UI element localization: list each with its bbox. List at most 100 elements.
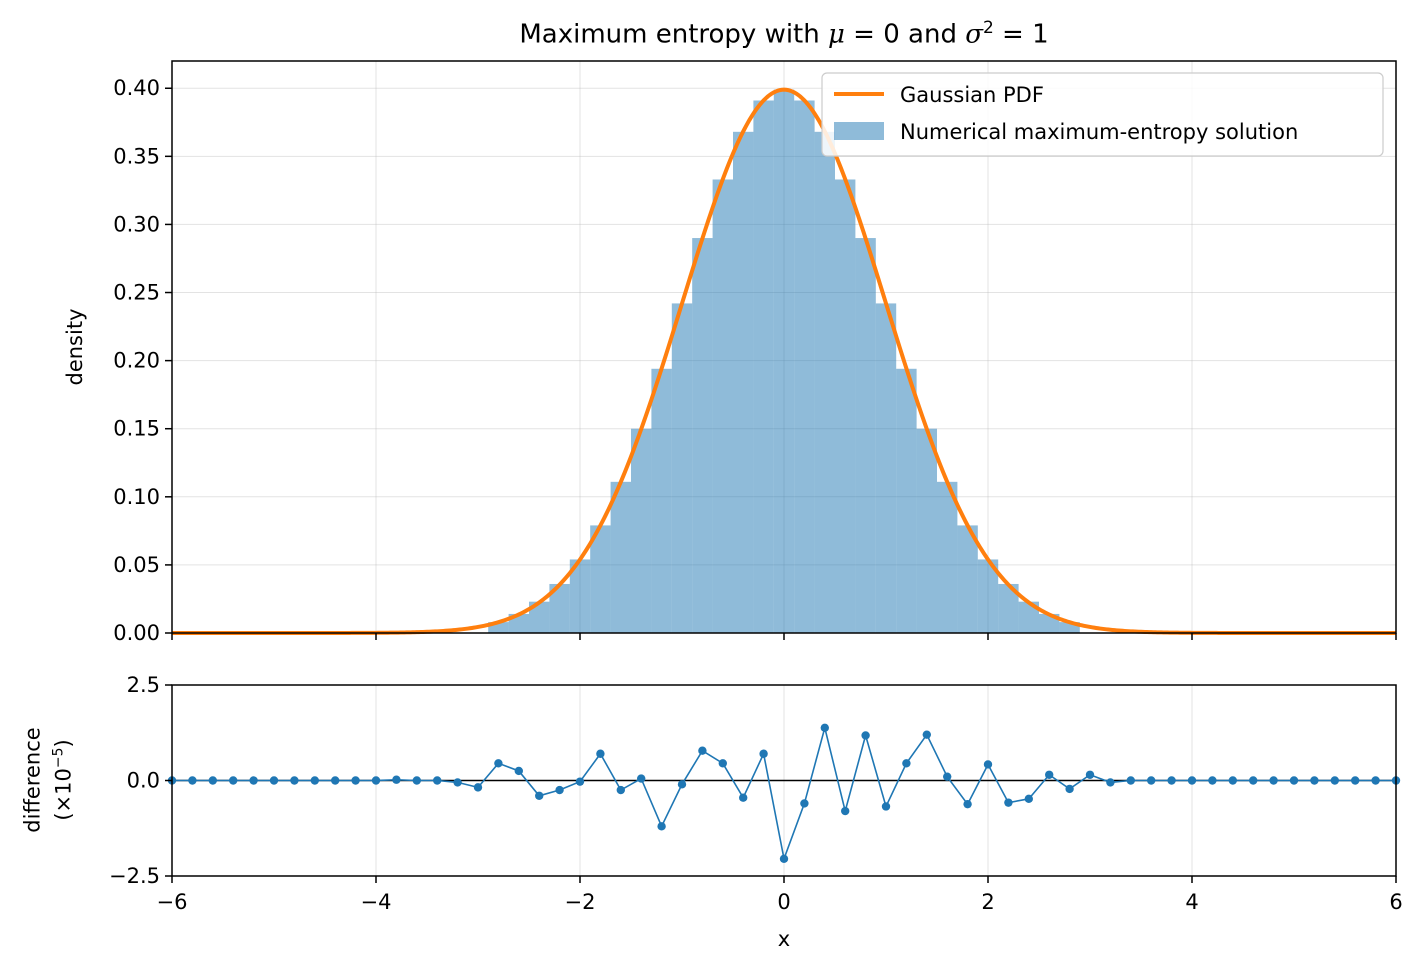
difference-point-39 — [963, 799, 972, 809]
difference-point-15 — [473, 783, 483, 792]
histogram-bar-15 — [794, 100, 815, 633]
difference-point-9 — [351, 776, 360, 785]
top-ytick-label-7: 0.35 — [113, 144, 160, 168]
difference-point-4 — [249, 776, 258, 785]
bottom-ytick-label-2: 2.5 — [127, 673, 160, 697]
top-ytick-label-0: 0.00 — [113, 621, 160, 645]
histogram-bar-0 — [488, 622, 509, 633]
difference-point-11 — [392, 775, 401, 784]
histogram-bar-6 — [610, 481, 631, 633]
difference-point-41 — [1004, 798, 1013, 807]
difference-point-6 — [290, 776, 299, 785]
difference-point-56 — [1310, 776, 1319, 785]
histogram-bar-5 — [590, 525, 611, 633]
bottom-xtick-label-4: 2 — [981, 890, 994, 914]
title-prefix: Maximum entropy with — [519, 19, 828, 50]
difference-point-7 — [310, 776, 319, 785]
histogram-bar-23 — [957, 525, 978, 633]
histogram-bar-12 — [733, 131, 754, 634]
difference-point-12 — [412, 776, 421, 785]
bottom-ylabel-line1: difference — [20, 727, 45, 833]
difference-point-18 — [535, 791, 544, 800]
top-histogram-bars — [488, 89, 1080, 634]
difference-point-44 — [1065, 784, 1074, 794]
histogram-bar-25 — [998, 583, 1019, 633]
difference-point-55 — [1289, 776, 1299, 785]
top-ytick-label-8: 0.40 — [113, 76, 160, 100]
bottom-ticks: −2.5 0.0 2.5 −6 −4 −2 0 2 4 6 — [109, 673, 1403, 914]
top-ytick-label-1: 0.05 — [113, 553, 160, 577]
difference-point-37 — [922, 730, 931, 739]
difference-point-1 — [188, 776, 197, 785]
histogram-bar-8 — [651, 368, 672, 633]
difference-point-53 — [1249, 776, 1258, 785]
difference-point-28 — [739, 793, 748, 802]
histogram-bar-9 — [671, 303, 693, 633]
histogram-bar-20 — [896, 368, 917, 633]
bottom-xtick-label-5: 4 — [1185, 890, 1198, 914]
histogram-bar-7 — [631, 428, 652, 633]
difference-point-29 — [759, 749, 768, 758]
difference-point-50 — [1187, 776, 1197, 785]
difference-point-45 — [1085, 770, 1095, 779]
legend-frame — [821, 72, 1384, 157]
bottom-xtick-label-0: −6 — [157, 890, 188, 914]
top-ytick-label-6: 0.30 — [113, 212, 160, 236]
bottom-xtick-label-6: 6 — [1389, 890, 1402, 914]
difference-point-8 — [331, 776, 340, 785]
difference-point-30 — [779, 854, 789, 864]
top-ytick-label-2: 0.10 — [113, 485, 160, 509]
difference-point-5 — [269, 776, 279, 785]
difference-point-36 — [902, 759, 911, 768]
difference-point-10 — [371, 776, 381, 785]
difference-point-32 — [820, 723, 829, 732]
difference-point-3 — [229, 776, 238, 785]
difference-point-31 — [800, 799, 809, 808]
histogram-bar-19 — [875, 303, 897, 633]
legend-histogram-label: Numerical maximum-entropy solution — [900, 120, 1298, 144]
bottom-ytick-label-0: −2.5 — [109, 864, 160, 888]
bottom-ylabel-open: (×10 — [51, 768, 76, 821]
bottom-xtick-label-2: −2 — [565, 890, 596, 914]
top-ytick-label-4: 0.20 — [113, 349, 160, 373]
difference-point-23 — [637, 774, 646, 783]
bottom-xtick-label-1: −4 — [361, 890, 392, 914]
histogram-bar-26 — [1018, 601, 1039, 633]
bottom-ylabel-sup: −5 — [50, 747, 67, 769]
difference-point-59 — [1371, 776, 1380, 785]
histogram-bar-14 — [773, 89, 795, 634]
title-sup: 2 — [982, 18, 994, 38]
x-axis-label: x — [777, 927, 791, 951]
difference-point-22 — [616, 785, 625, 795]
histogram-bar-21 — [916, 428, 937, 633]
histogram-bar-22 — [937, 481, 958, 633]
difference-point-21 — [596, 749, 605, 758]
difference-point-14 — [453, 778, 462, 787]
difference-point-54 — [1269, 776, 1278, 785]
difference-point-24 — [657, 822, 666, 831]
legend: Gaussian PDF Numerical maximum-entropy s… — [821, 72, 1384, 157]
bottom-difference-series — [167, 723, 1401, 864]
histogram-bar-4 — [569, 559, 591, 633]
difference-point-33 — [841, 806, 850, 816]
title-mu: μ — [828, 19, 845, 50]
difference-point-51 — [1208, 776, 1217, 785]
difference-point-20 — [575, 777, 585, 786]
difference-point-13 — [433, 776, 442, 785]
top-ticks: 0.00 0.05 0.10 0.15 0.20 0.25 0.30 0.35 0.40 — [113, 76, 1397, 645]
chart-title: Maximum entropy with μ = 0 and σ2 = 1 — [172, 18, 1396, 50]
difference-point-16 — [494, 759, 503, 768]
histogram-bar-11 — [712, 179, 733, 633]
histogram-bar-28 — [1059, 622, 1080, 633]
title-sigma: σ — [965, 19, 983, 50]
difference-point-26 — [698, 746, 707, 755]
difference-point-42 — [1024, 794, 1034, 804]
histogram-bar-17 — [835, 179, 856, 633]
difference-point-38 — [943, 772, 952, 781]
top-ytick-label-5: 0.25 — [113, 281, 160, 305]
legend-gaussian-label: Gaussian PDF — [900, 83, 1044, 107]
top-y-axis-label: density — [63, 308, 87, 386]
difference-point-17 — [514, 766, 523, 776]
difference-point-47 — [1126, 776, 1136, 785]
